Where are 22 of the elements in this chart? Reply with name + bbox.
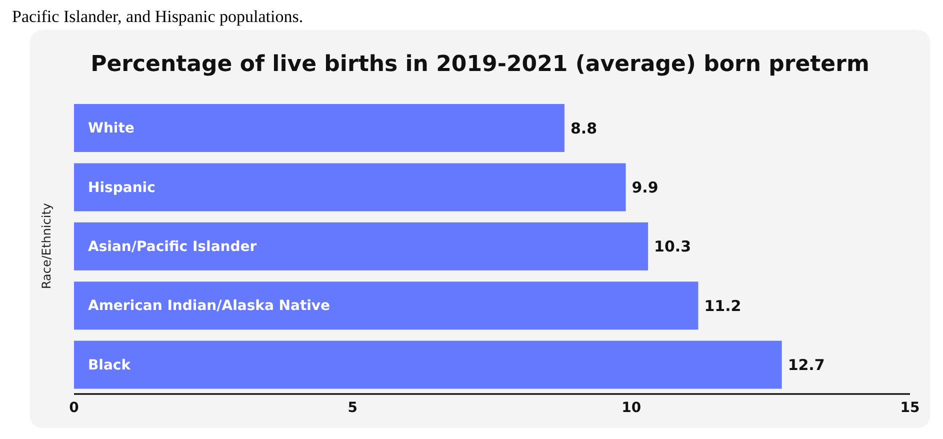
data-label: 12.7 — [788, 356, 825, 374]
x-tick-label: 5 — [348, 400, 358, 416]
bar — [74, 340, 782, 389]
y-tick-label: White — [88, 120, 134, 137]
data-label: 9.9 — [632, 178, 658, 197]
y-axis-title: Race/Ethnicity — [39, 202, 54, 290]
y-tick-label: Hispanic — [88, 180, 156, 196]
x-tick-label: 10 — [622, 400, 642, 416]
data-label: 10.3 — [654, 238, 692, 256]
bar — [74, 104, 564, 152]
bar — [74, 163, 626, 212]
bar — [74, 222, 648, 270]
x-tick-label: 15 — [900, 400, 920, 416]
y-tick-label: American Indian/Alaska Native — [88, 298, 330, 314]
y-tick-label: Asian/Pacific Islander — [88, 239, 257, 255]
y-tick-label: Black — [88, 357, 132, 374]
bar — [74, 282, 698, 330]
chart-title: Percentage of live births in 2019-2021 (average) born preterm — [90, 51, 870, 79]
text: Pacific Islander, and Hispanic populations. — [11, 7, 304, 28]
data-label: 11.2 — [704, 296, 742, 315]
data-label: 8.8 — [570, 119, 598, 138]
x-tick-label: 0 — [69, 400, 80, 416]
